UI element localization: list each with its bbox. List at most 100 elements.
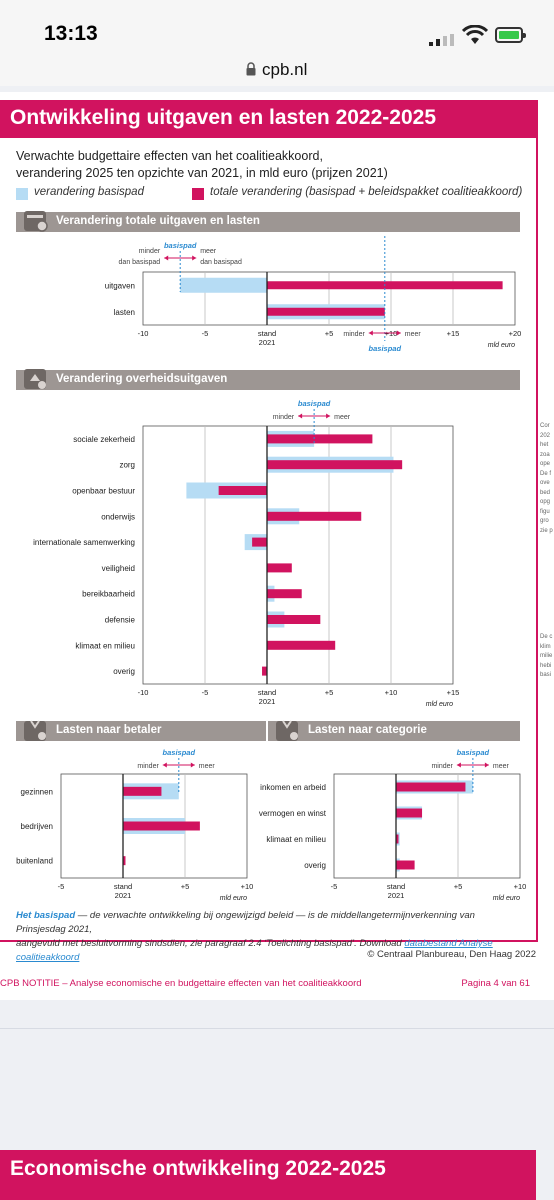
category-label: lasten — [114, 308, 135, 317]
wifi-icon — [462, 25, 488, 44]
legend-swatch-totaal — [192, 188, 204, 200]
x-tick-label: +15 — [447, 688, 460, 697]
frame-border-bottom — [0, 940, 538, 942]
side-text-line: bed — [540, 489, 551, 496]
x-tick-label: +10 — [241, 882, 254, 891]
bar-totaal — [123, 856, 126, 866]
bar-totaal — [123, 786, 162, 796]
x-tick-label: +10 — [385, 688, 398, 697]
arrow-head-right — [190, 762, 195, 768]
side-text-line: gro — [540, 518, 549, 524]
category-label: bereikbaarheid — [82, 590, 135, 599]
x-tick-label: 2021 — [259, 338, 276, 347]
footnote-text-1: — de verwachte ontwikkeling bij ongewijz… — [16, 910, 475, 935]
footnote-highlight: Het basispad — [16, 910, 76, 921]
meer-label: meer — [493, 763, 510, 770]
section-label: Verandering totale uitgaven en lasten — [56, 215, 260, 227]
x-tick-label: stand — [387, 882, 405, 891]
side-text-line: hebi — [540, 662, 552, 669]
bar-totaal — [252, 537, 267, 547]
category-label: sociale zekerheid — [73, 435, 135, 444]
address-bar[interactable]: cpb.nl — [0, 56, 554, 86]
minder-label: minder — [273, 414, 295, 421]
x-tick-label: -5 — [202, 329, 209, 338]
category-label: bedrijven — [21, 822, 53, 831]
category-label: internationale samenwerking — [33, 538, 135, 547]
arrow-head-right — [192, 255, 197, 261]
side-text-line: De f — [540, 470, 552, 477]
page-divider — [0, 1028, 554, 1029]
bar-totaal — [396, 782, 466, 792]
side-text-line: het — [540, 442, 549, 448]
category-label: openbaar bestuur — [72, 487, 135, 496]
x-axis-unit: mld euro — [426, 701, 453, 708]
category-label: onderwijs — [101, 512, 135, 521]
bar-totaal — [218, 486, 267, 495]
bar-totaal — [267, 589, 302, 599]
pdf-page — [0, 92, 554, 1000]
x-tick-label: stand — [114, 882, 132, 891]
basispad-label: basispad — [369, 344, 402, 353]
cellular-signal-icon — [429, 34, 454, 46]
bar-totaal — [267, 615, 321, 624]
arrow-head-right — [326, 413, 331, 419]
footnote: Het basispad — de verwachte ontwikkeling… — [16, 909, 526, 965]
basispad-label: basispad — [457, 748, 490, 757]
meer-label: dan basispad — [200, 259, 242, 266]
subtitle-line-2: verandering 2025 ten opzichte van 2021, … — [16, 166, 388, 180]
category-label: buitenland — [16, 857, 53, 866]
category-label: veiligheid — [102, 564, 135, 573]
section-header-overheidsuitgaven: Verandering overheidsuitgaven — [16, 369, 520, 390]
section-label: Lasten naar betaler — [56, 724, 162, 736]
page-title: Ontwikkeling uitgaven en lasten 2022-202… — [0, 100, 536, 138]
x-tick-label: +5 — [325, 688, 334, 697]
x-tick-label: +15 — [447, 329, 460, 338]
category-label: overig — [304, 861, 326, 870]
url-text[interactable]: cpb.nl — [262, 60, 308, 79]
minder-label: dan basispad — [119, 259, 161, 266]
x-tick-label: +5 — [325, 329, 334, 338]
side-text-line: klim — [540, 643, 551, 650]
download-link[interactable]: databestand Analyse coalitieakkoord — [16, 938, 493, 963]
meer-label: meer — [200, 248, 217, 255]
category-label: overig — [113, 667, 135, 676]
x-axis-unit: mld euro — [493, 895, 520, 902]
subtitle-line-1: Verwachte budgettaire effecten van het c… — [16, 149, 323, 163]
category-label: klimaat en milieu — [75, 641, 135, 650]
side-text-line: figu — [540, 508, 550, 515]
meer-label: meer — [334, 414, 351, 421]
meer-label: meer — [405, 331, 422, 338]
x-tick-label: +5 — [454, 882, 463, 891]
plot-frame — [333, 773, 521, 879]
plot-frame — [142, 425, 454, 685]
frame-border-right — [536, 100, 538, 942]
next-page-title: Economische ontwikkeling 2022-2025 — [0, 1150, 536, 1200]
arrow-head-left — [164, 255, 169, 261]
category-label: defensie — [105, 616, 136, 625]
bar-totaal — [262, 666, 267, 676]
bar-totaal — [396, 834, 399, 844]
footer-doc-title: CPB NOTITIE – Analyse economische en bud… — [0, 978, 362, 989]
x-tick-label: -10 — [138, 329, 149, 338]
side-text-line: ove — [540, 480, 550, 486]
side-text-line: milie — [540, 653, 553, 659]
basispad-label: basispad — [163, 748, 196, 757]
bar-totaal — [267, 640, 336, 650]
category-label: uitgaven — [105, 281, 135, 290]
x-tick-label: +20 — [509, 329, 522, 338]
x-axis-unit: mld euro — [220, 895, 247, 902]
category-label: klimaat en milieu — [266, 835, 326, 844]
legend-swatch-basispad — [16, 188, 28, 200]
side-text-line: zie p — [540, 527, 553, 534]
bar-totaal — [396, 860, 415, 870]
section-label: Verandering overheidsuitgaven — [56, 373, 228, 385]
arrow-head-right — [396, 330, 401, 336]
bar-totaal — [267, 563, 292, 573]
x-tick-label: stand — [258, 329, 276, 338]
minder-label: minder — [137, 763, 159, 770]
section-header-categorie: Lasten naar categorie — [268, 720, 520, 741]
side-text-clipped: Cor 202 het zoa ope De f ove bed opg figu gro zie p — [540, 422, 554, 536]
side-text-line: ope — [540, 461, 551, 467]
arrow-head-left — [162, 762, 167, 768]
